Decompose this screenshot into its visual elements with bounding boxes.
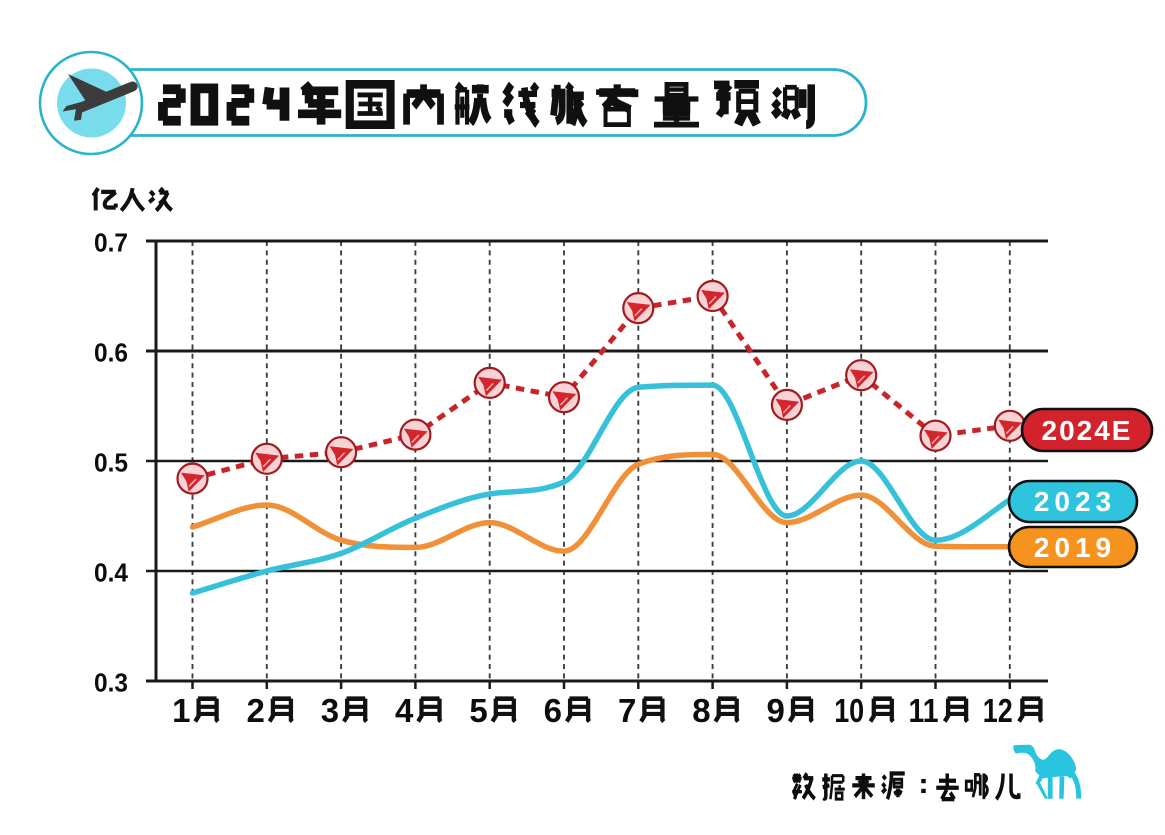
svg-text:0.3: 0.3 — [94, 668, 128, 698]
svg-text:2019: 2019 — [1034, 532, 1116, 563]
svg-text:5: 5 — [469, 692, 487, 729]
svg-text:7: 7 — [618, 692, 636, 729]
svg-text:2024E: 2024E — [1042, 415, 1133, 446]
svg-text:0.5: 0.5 — [94, 448, 128, 478]
svg-text:12: 12 — [983, 692, 1013, 729]
svg-text:10: 10 — [834, 692, 864, 729]
svg-text:2: 2 — [246, 692, 264, 729]
svg-text:2023: 2023 — [1034, 486, 1116, 517]
svg-text:11: 11 — [909, 692, 939, 729]
svg-text:0.7: 0.7 — [94, 228, 128, 258]
svg-text:8: 8 — [692, 692, 710, 729]
svg-text:6: 6 — [544, 692, 562, 729]
svg-text:0.4: 0.4 — [94, 558, 128, 588]
svg-text:0.6: 0.6 — [94, 338, 128, 368]
svg-text:1: 1 — [172, 692, 190, 729]
svg-text:9: 9 — [767, 692, 785, 729]
svg-text:3: 3 — [321, 692, 339, 729]
svg-text:4: 4 — [395, 692, 414, 729]
